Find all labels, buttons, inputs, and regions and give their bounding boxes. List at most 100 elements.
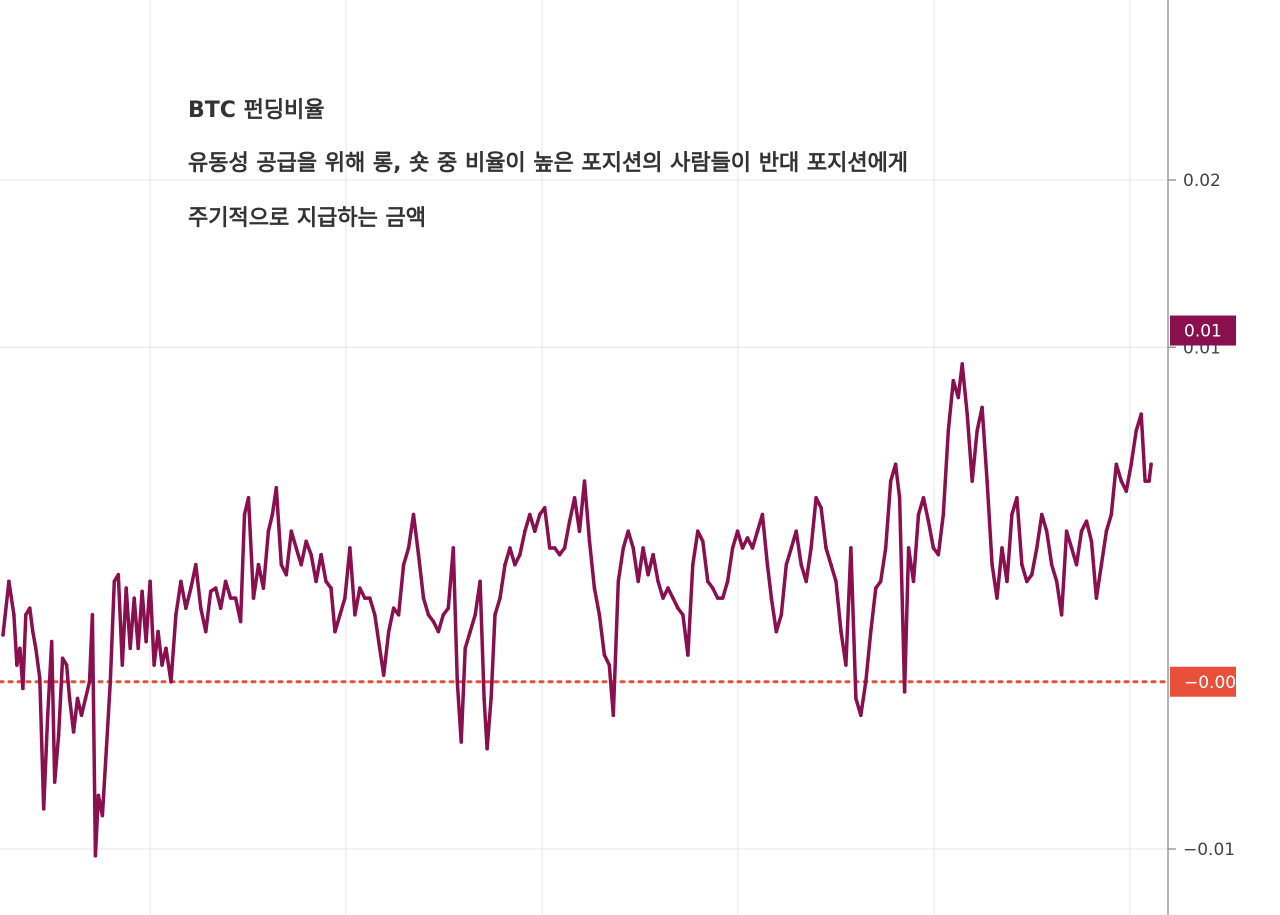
- data-point-222: [1034, 546, 1039, 550]
- data-point-240: [1124, 489, 1129, 493]
- data-point-132: [592, 586, 597, 590]
- data-point-38: [144, 639, 148, 644]
- data-point-0: [1, 633, 5, 637]
- data-point-242: [1134, 429, 1138, 433]
- data-point-189: [873, 586, 878, 590]
- data-point-154: [700, 539, 705, 544]
- data-point-165: [755, 529, 760, 534]
- data-point-3: [15, 663, 19, 667]
- data-point-111: [489, 696, 493, 701]
- data-point-183: [844, 663, 848, 667]
- data-point-53: [213, 586, 218, 590]
- data-point-236: [1104, 529, 1109, 534]
- data-point-244: [1143, 479, 1147, 483]
- data-point-125: [557, 552, 562, 557]
- gridlines: [0, 0, 1168, 915]
- data-point-180: [829, 562, 833, 567]
- data-point-8: [31, 629, 35, 634]
- data-point-178: [819, 506, 823, 510]
- data-point-74: [314, 579, 318, 584]
- data-point-179: [824, 546, 828, 550]
- data-point-97: [426, 613, 431, 617]
- data-point-227: [1059, 613, 1064, 617]
- data-point-29: [108, 679, 113, 684]
- data-point-196: [906, 546, 911, 550]
- data-point-46: [179, 579, 183, 584]
- data-point-40: [152, 663, 156, 667]
- data-point-6: [24, 613, 28, 617]
- data-point-48: [189, 586, 193, 590]
- data-point-64: [266, 529, 271, 534]
- data-point-232: [1084, 519, 1089, 523]
- data-point-78: [333, 629, 337, 634]
- data-point-116: [513, 562, 517, 567]
- data-point-113: [498, 596, 502, 600]
- data-point-34: [128, 646, 133, 651]
- data-point-117: [518, 552, 522, 557]
- data-point-27: [100, 813, 105, 818]
- data-point-197: [911, 579, 916, 584]
- y-tick-label-0: 0.02: [1183, 171, 1221, 191]
- data-point-39: [148, 579, 152, 584]
- data-point-77: [329, 586, 333, 590]
- data-point-88: [381, 673, 386, 677]
- data-point-238: [1114, 462, 1119, 467]
- data-point-105: [463, 646, 468, 651]
- data-point-99: [436, 629, 441, 634]
- data-point-37: [140, 589, 144, 594]
- data-point-104: [459, 740, 464, 744]
- data-point-33: [124, 586, 129, 590]
- data-point-204: [946, 429, 951, 433]
- data-point-126: [562, 546, 567, 550]
- data-point-142: [641, 546, 645, 550]
- chart-title: BTC 펀딩비율: [188, 98, 325, 123]
- value-badges: −0.00 0.01: [1170, 315, 1236, 697]
- data-point-23: [87, 679, 92, 684]
- data-point-134: [602, 653, 607, 657]
- data-point-176: [809, 546, 813, 550]
- data-point-214: [995, 596, 999, 600]
- data-point-143: [646, 572, 650, 577]
- data-point-198: [916, 512, 921, 517]
- data-point-193: [893, 462, 898, 467]
- data-point-241: [1129, 462, 1134, 467]
- data-point-239: [1119, 479, 1124, 483]
- data-point-43: [164, 646, 168, 651]
- data-point-187: [864, 679, 868, 684]
- data-point-147: [666, 586, 670, 590]
- data-point-115: [508, 546, 512, 550]
- data-point-96: [421, 596, 426, 600]
- data-point-4: [18, 646, 22, 651]
- data-point-47: [184, 606, 188, 610]
- data-point-148: [671, 596, 675, 600]
- data-point-164: [750, 546, 755, 550]
- data-point-41: [156, 629, 160, 634]
- data-point-5: [21, 686, 25, 691]
- data-point-225: [1049, 562, 1054, 567]
- data-point-233: [1089, 539, 1094, 544]
- data-point-138: [621, 546, 626, 550]
- data-point-70: [294, 546, 299, 550]
- data-point-31: [116, 572, 121, 577]
- zero-badge-label: −0.00: [1184, 673, 1236, 693]
- annotation-line-1: 유동성 공급을 위해 롱, 숏 중 비율이 높은 포지션의 사람들이 반대 포지…: [188, 151, 909, 176]
- data-point-102: [451, 546, 456, 550]
- data-point-63: [261, 586, 266, 590]
- data-point-220: [1025, 579, 1029, 584]
- data-point-186: [859, 713, 863, 717]
- data-point-215: [1000, 546, 1004, 550]
- data-point-158: [720, 596, 725, 600]
- data-point-61: [251, 596, 256, 600]
- data-point-92: [401, 562, 406, 567]
- data-point-223: [1039, 512, 1044, 517]
- data-point-231: [1079, 529, 1084, 534]
- data-point-107: [473, 613, 477, 617]
- data-point-49: [194, 562, 198, 567]
- data-point-24: [90, 613, 95, 617]
- data-point-93: [406, 546, 411, 550]
- data-point-161: [735, 529, 740, 534]
- data-point-201: [931, 546, 936, 550]
- data-point-118: [523, 529, 527, 534]
- data-point-191: [883, 546, 888, 550]
